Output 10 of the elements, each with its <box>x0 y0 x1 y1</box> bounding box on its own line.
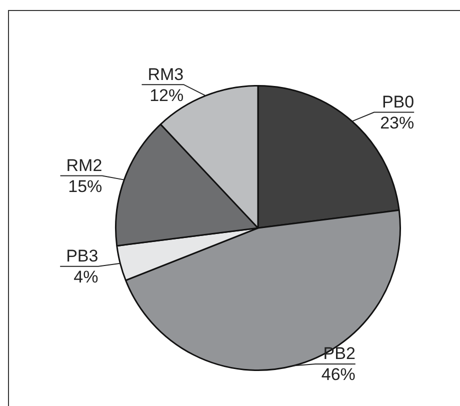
data-label: 46% <box>321 365 356 384</box>
data-label: 12% <box>150 86 184 105</box>
data-label: 23% <box>380 113 414 132</box>
data-label: 15% <box>68 176 102 196</box>
slice-label: PB0 <box>382 92 414 112</box>
slice-label: PB2 <box>323 344 356 364</box>
slice-label: RM3 <box>148 64 184 84</box>
slice-label: PB3 <box>66 246 98 266</box>
slice-label: RM2 <box>66 156 102 175</box>
data-label: 4% <box>74 268 98 287</box>
